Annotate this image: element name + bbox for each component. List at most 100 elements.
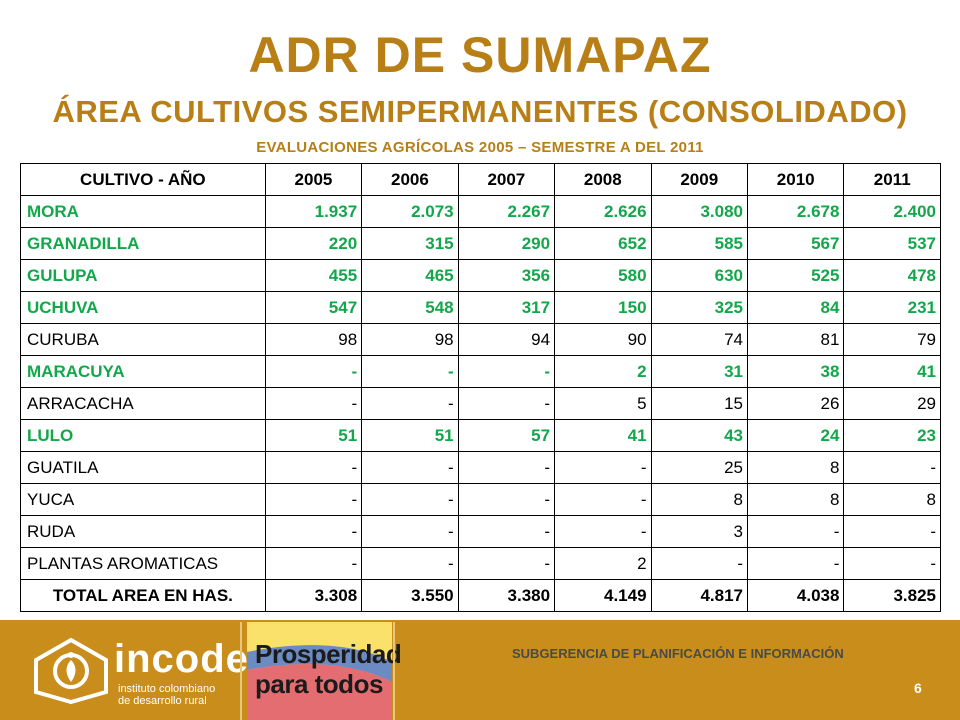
table-row: PLANTAS AROMATICAS - - -2- - - (20, 547, 941, 580)
area-value-cell: - (457, 515, 556, 548)
area-value-cell: 455 (264, 259, 363, 292)
table-row: GRANADILLA 220 315 290 652 585 567 537 (20, 227, 941, 260)
table-row: RUDA - - - -3- - (20, 515, 941, 548)
incoder-logo-icon (34, 637, 108, 704)
column-header-year: 2008 (554, 163, 652, 196)
area-value-cell: 8 (650, 483, 748, 516)
footer-bar (0, 620, 960, 720)
area-value-cell: 652 (554, 227, 652, 260)
incoder-brand-subtitle: instituto colombiano de desarrollo rural (118, 683, 215, 707)
area-value-cell: 79 (843, 323, 941, 356)
total-value-cell: 3.550 (361, 579, 459, 612)
crop-name-cell: GRANADILLA (20, 227, 266, 260)
area-value-cell: - (361, 355, 459, 388)
area-value-cell: - (746, 515, 845, 548)
incoder-brand: incoder (114, 637, 266, 681)
area-value-cell: 547 (264, 291, 363, 324)
table-header-row: CULTIVO - AÑO 2005 2006 2007 2008 2009 2010 201… (20, 163, 941, 196)
area-value-cell: 3.080 (650, 195, 748, 228)
area-value-cell: - (554, 483, 652, 516)
incoder-sub-line-2: de desarrollo rural (118, 695, 207, 707)
area-value-cell: - (264, 483, 363, 516)
crop-name-cell: LULO (20, 419, 266, 452)
area-value-cell: 98 (264, 323, 363, 356)
area-value-cell: - (650, 547, 748, 580)
area-value-cell: 29 (843, 387, 941, 420)
area-value-cell: 537 (843, 227, 941, 260)
area-value-cell: - (361, 547, 459, 580)
area-value-cell: 231 (843, 291, 941, 324)
area-value-cell: - (554, 451, 652, 484)
total-label-cell: TOTAL AREA EN HAS. (20, 579, 266, 612)
area-value-cell: 41 (554, 419, 652, 452)
area-value-cell: - (264, 451, 363, 484)
area-value-cell: 525 (746, 259, 845, 292)
colombia-flag-swoosh-icon (247, 622, 392, 720)
area-value-cell: - (843, 547, 941, 580)
column-header-year: 2007 (457, 163, 556, 196)
campaign-line-2: para todos (255, 669, 383, 699)
area-value-cell: - (457, 483, 556, 516)
area-value-cell: 38 (746, 355, 845, 388)
area-value-cell: 2 (554, 547, 652, 580)
total-value-cell: 3.825 (843, 579, 941, 612)
area-value-cell: 2.267 (457, 195, 556, 228)
area-value-cell: 51 (361, 419, 459, 452)
area-value-cell: 478 (843, 259, 941, 292)
crop-name-cell: GULUPA (20, 259, 266, 292)
total-value-cell: 4.149 (554, 579, 652, 612)
area-value-cell: 220 (264, 227, 363, 260)
slide-subtitle: ÁREA CULTIVOS SEMIPERMANENTES (CONSOLIDA… (52, 94, 908, 129)
area-value-cell: 5 (554, 387, 652, 420)
area-value-cell: - (264, 515, 363, 548)
column-header-year: 2009 (650, 163, 748, 196)
column-header-year: 2010 (746, 163, 845, 196)
campaign-line-1: Prosperidad (255, 639, 402, 669)
campaign-slogan: Prosperidad para todos (255, 639, 402, 699)
area-value-cell: - (361, 387, 459, 420)
area-value-cell: 2.678 (746, 195, 845, 228)
area-value-cell: 8 (843, 483, 941, 516)
area-value-cell: 630 (650, 259, 748, 292)
area-value-cell: - (746, 547, 845, 580)
area-value-cell: 567 (746, 227, 845, 260)
area-value-cell: 25 (650, 451, 748, 484)
area-value-cell: 315 (361, 227, 459, 260)
area-value-cell: 2.073 (361, 195, 459, 228)
table-row: MARACUYA - - -2 31 38 41 (20, 355, 941, 388)
area-value-cell: 325 (650, 291, 748, 324)
slide-caption: EVALUACIONES AGRÍCOLAS 2005 – SEMESTRE A… (256, 139, 704, 156)
crop-name-cell: RUDA (20, 515, 266, 548)
table-row: CURUBA 98 98 94 90 74 81 79 (20, 323, 941, 356)
area-value-cell: - (843, 451, 941, 484)
crop-name-cell: MARACUYA (20, 355, 266, 388)
total-row: TOTAL AREA EN HAS. 3.308 3.550 3.380 4.149 4.… (20, 579, 941, 612)
area-value-cell: - (264, 355, 363, 388)
crop-name-cell: PLANTAS AROMATICAS (20, 547, 266, 580)
incoder-sub-line-1: instituto colombiano (118, 683, 216, 695)
area-value-cell: - (843, 515, 941, 548)
area-value-cell: 15 (650, 387, 748, 420)
crop-name-cell: MORA (20, 195, 266, 228)
column-header-crop-year: CULTIVO - AÑO (20, 163, 266, 196)
crop-name-cell: YUCA (20, 483, 266, 516)
crop-name-cell: GUATILA (20, 451, 266, 484)
area-value-cell: - (457, 451, 556, 484)
area-value-cell: 2 (554, 355, 652, 388)
slide-title: ADR DE SUMAPAZ (248, 27, 712, 83)
crop-name-cell: CURUBA (20, 323, 266, 356)
area-value-cell: 1.937 (264, 195, 363, 228)
column-header-year: 2006 (361, 163, 459, 196)
area-value-cell: - (361, 483, 459, 516)
table-row: ARRACACHA - - -5 15 26 29 (20, 387, 941, 420)
footer-divider (393, 622, 395, 720)
table-row: YUCA - - - -8 8 8 (20, 483, 941, 516)
crop-name-cell: ARRACACHA (20, 387, 266, 420)
area-value-cell: 94 (457, 323, 556, 356)
area-value-cell: 24 (746, 419, 845, 452)
table-row: MORA 1.937 2.073 2.267 2.626 3.080 2.678 2.400 (20, 195, 941, 228)
crop-name-cell: UCHUVA (20, 291, 266, 324)
table-row: LULO 51 51 57 41 43 24 23 (20, 419, 941, 452)
area-value-cell: - (457, 547, 556, 580)
area-value-cell: 2.400 (843, 195, 941, 228)
